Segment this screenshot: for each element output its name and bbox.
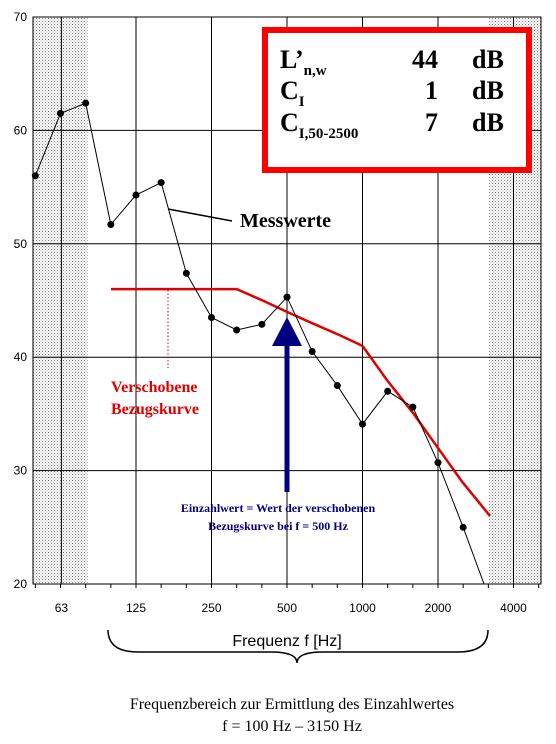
einzahlwert-note-1: Einzahlwert = Wert der verschobenen [181,501,376,515]
results-box [262,27,532,173]
measured-point [233,326,241,334]
x-tick-label: 125 [126,601,146,615]
bezugskurve-label-2: Bezugskurve [111,401,199,418]
measured-point [132,191,140,199]
measured-point [459,523,467,531]
y-tick-label: 20 [14,577,28,591]
einzahlwert-note-2: Bezugskurve bei f = 500 Hz [208,519,349,533]
measured-point [157,179,165,187]
result-label-main: C [280,76,299,105]
measured-point [182,269,190,277]
frequency-range-brace [107,629,489,664]
messwerte-label: Messwerte [240,210,331,232]
y-tick-label: 60 [14,123,28,137]
messwerte-leader [167,208,233,222]
measured-point [308,348,316,356]
result-label-main: L’ [280,45,304,74]
measured-point [258,320,266,328]
range-caption-1: Frequenzbereich zur Ermittlung des Einza… [130,696,454,713]
y-tick-label: 40 [14,350,28,364]
measured-point [31,172,39,180]
result-label-sub: n,w [304,63,327,79]
y-tick-label: 50 [14,237,28,251]
measured-point [82,99,90,107]
result-value: 1 [425,76,438,105]
measured-point [208,314,215,322]
shaded-band-low [33,17,88,584]
result-label: L’n,w [280,45,327,79]
measured-point [409,403,417,411]
result-label-sub: I [299,94,305,110]
result-label-main: C [280,108,299,137]
result-unit: dB [472,76,504,105]
x-axis-title: Frequenz f [Hz] [232,633,341,650]
result-label-sub: I,50-2500 [299,126,359,142]
result-value: 44 [412,45,438,74]
measured-point [107,221,115,229]
result-unit: dB [472,45,504,74]
measured-point [283,293,291,301]
x-tick-label: 500 [277,601,297,615]
x-tick-label: 2000 [425,601,452,615]
y-tick-label: 70 [14,10,28,24]
result-label: CI [280,76,305,110]
measured-point [359,420,366,428]
result-label: CI,50-2500 [280,108,358,142]
measured-point [57,109,64,117]
bezugskurve-label-1: Verschobene [111,379,198,396]
measured-point [384,387,392,395]
x-tick-label: 1000 [349,601,376,615]
result-value: 7 [425,108,438,137]
x-tick-label: 250 [201,601,221,615]
einzahlwert-arrow-head [272,317,302,346]
x-tick-label: 4000 [500,601,527,615]
measured-point [333,382,341,390]
result-unit: dB [472,108,504,137]
reference-curve [111,287,491,517]
x-tick-label: 63 [55,601,69,615]
y-tick-label: 30 [14,464,28,478]
range-caption-2: f = 100 Hz – 3150 Hz [222,718,362,735]
measured-point [434,459,442,467]
